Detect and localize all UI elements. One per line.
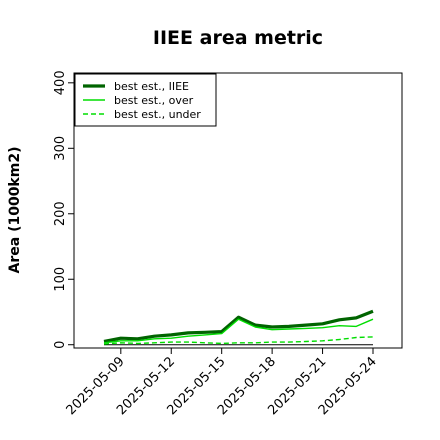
y-tick-label: 300 xyxy=(53,136,68,161)
legend-label-0: best est., IIEE xyxy=(114,80,189,93)
y-tick-label: 400 xyxy=(53,70,68,95)
plot-frame xyxy=(73,72,403,349)
y-axis-label: Area (1000km2) xyxy=(7,147,23,274)
chart-title: IIEE area metric xyxy=(153,27,323,49)
y-tick-label: 200 xyxy=(53,201,68,226)
series-line-0 xyxy=(103,309,374,344)
legend-label-2: best est., under xyxy=(114,108,201,121)
series-line-1 xyxy=(103,318,374,344)
series-line-2 xyxy=(103,336,374,345)
legend-label-1: best est., over xyxy=(114,94,194,107)
y-tick-label: 0 xyxy=(53,341,68,349)
y-tick-label: 100 xyxy=(53,267,68,292)
legend-box xyxy=(74,73,217,127)
